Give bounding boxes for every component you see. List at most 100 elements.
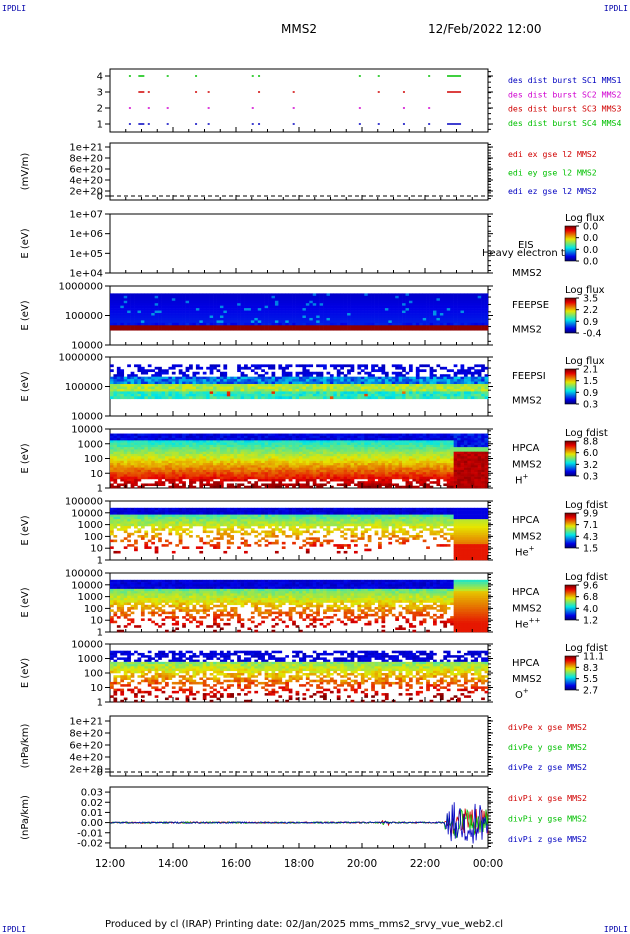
burst-interval-mark [358, 75, 361, 77]
eis-ytick-label: 1e+06 [69, 229, 103, 240]
divpe-legend-item: divPe x gse MMS2 [508, 722, 587, 732]
burst-interval-mark [447, 75, 462, 77]
burst-interval-mark [251, 75, 254, 77]
hpca_he-colorbar-label: 7.1 [583, 520, 598, 531]
divpe-ytick-label: 6e+20 [69, 741, 103, 752]
burst-interval-mark [428, 107, 431, 109]
eis-colorbar [564, 225, 577, 262]
hpca_h-ytick-label: 1 [97, 484, 103, 495]
burst-ytick-label: 2 [97, 104, 103, 115]
edi-ytick-label: 2e+20 [69, 187, 103, 198]
hpca_he-colorbar-title: Log fdist [565, 500, 608, 511]
hpca_h-colorbar-label: 3.2 [583, 460, 598, 471]
hpca_he-ytick-label: 1 [97, 556, 103, 567]
hpca_he-ytick-label: 10 [90, 544, 103, 555]
hpca_o-side-label: MMS2 [512, 674, 542, 685]
corner-label-top-left: IPDLI [2, 4, 27, 13]
burst-interval-mark [402, 107, 405, 109]
feepsi-side-label: MMS2 [512, 396, 542, 407]
hpca_he-spectrogram [110, 507, 489, 561]
hpca_o-colorbar-label: 8.3 [583, 663, 598, 674]
burst-legend-item: des dist burst SC2 MMS2 [508, 89, 621, 99]
feepse-colorbar-label: 2.2 [583, 305, 598, 316]
datetime-title: 12/Feb/2022 12:00 [428, 22, 542, 36]
feepsi-side-label: FEEPSI [512, 371, 546, 382]
divpi-legend-item: divPi z gse MMS2 [508, 834, 587, 844]
divpe-ytick-label: 8e+20 [69, 729, 103, 740]
hpca_o-ytick-label: 100 [84, 669, 103, 680]
burst-interval-mark [258, 123, 261, 125]
hpca_h-ytick-label: 1000 [78, 439, 103, 450]
hpca_he-ylabel: E (eV) [20, 515, 31, 545]
burst-interval-mark [358, 107, 361, 109]
feepse-ytick-label: 1000000 [58, 282, 103, 293]
hpca_he2-species-label: He++ [515, 617, 541, 631]
divpi-legend-item: divPi x gse MMS2 [508, 793, 587, 803]
burst-interval-mark [292, 91, 295, 93]
burst-interval-mark [377, 91, 380, 93]
burst-interval-mark [207, 123, 210, 125]
divpi-ytick-label: -0.02 [77, 838, 103, 849]
burst-legend-item: des dist burst SC1 MMS1 [508, 75, 621, 85]
eis-ytick-label: 1e+07 [69, 210, 103, 221]
x-tick-label: 14:00 [158, 858, 188, 870]
hpca_he2-ytick-label: 100000 [65, 569, 103, 580]
edi-frame [109, 142, 489, 201]
hpca_he2-side-label: HPCA [512, 587, 540, 598]
hpca_h-species-label: H+ [515, 473, 529, 487]
burst-interval-mark [147, 123, 150, 125]
hpca_he-colorbar-label: 4.3 [583, 532, 598, 543]
burst-interval-mark [292, 123, 295, 125]
burst-interval-mark [258, 75, 261, 77]
hpca_h-ytick-label: 100 [84, 454, 103, 465]
hpca_he-ytick-label: 100 [84, 532, 103, 543]
footer-credits: Produced by cl (IRAP) Printing date: 02/… [105, 919, 504, 930]
x-tick-label: 00:00 [473, 858, 503, 870]
divpi-ytick-label: 0.02 [81, 798, 103, 809]
hpca_he-side-label: MMS2 [512, 531, 542, 542]
feepse-ytick-label: 100000 [65, 311, 103, 322]
divpi-ytick-label: 0.03 [81, 788, 103, 799]
hpca_he2-ytick-label: 10 [90, 616, 103, 627]
feepsi-ytick-label: 100000 [65, 382, 103, 393]
x-tick-label: 16:00 [221, 858, 251, 870]
burst-frame [109, 68, 489, 133]
spacecraft-title: MMS2 [281, 22, 317, 36]
feepsi-colorbar-label: 2.1 [583, 365, 598, 376]
hpca_he2-ytick-label: 1 [97, 628, 103, 639]
x-tick-label: 20:00 [347, 858, 377, 870]
divpi-frame [109, 786, 489, 849]
burst-legend-item: des dist burst SC3 MMS3 [508, 104, 621, 114]
feepse-ylabel: E (eV) [20, 300, 31, 330]
feepse-colorbar [564, 297, 577, 334]
burst-interval-mark [358, 123, 361, 125]
hpca_o-ytick-label: 10000 [71, 640, 103, 651]
eis-side-label: EIS [518, 240, 534, 251]
hpca_he2-colorbar-label: 4.0 [583, 604, 598, 615]
corner-label-bottom-left: IPDLI [2, 925, 27, 934]
burst-interval-mark [138, 123, 145, 125]
divpi-ylabel: (nPa/km) [20, 795, 31, 840]
feepse-colorbar-label: 3.5 [583, 294, 598, 305]
burst-interval-mark [447, 123, 462, 125]
hpca_he2-colorbar-label: 6.8 [583, 592, 598, 603]
burst-interval-mark [166, 123, 169, 125]
burst-interval-mark [377, 123, 380, 125]
burst-interval-mark [251, 107, 254, 109]
hpca_he2-ylabel: E (eV) [20, 587, 31, 617]
hpca_he2-colorbar-label: 9.6 [583, 581, 598, 592]
divpe-ytick-label: 1e+21 [69, 717, 103, 728]
x-tick-label: 12:00 [95, 858, 125, 870]
x-tick-label: 22:00 [410, 858, 440, 870]
feepse-colorbar-title: Log flux [565, 285, 605, 296]
feepsi-ylabel: E (eV) [20, 371, 31, 401]
hpca_he2-colorbar-label: 1.2 [583, 616, 598, 627]
hpca_o-side-label: HPCA [512, 658, 540, 669]
burst-interval-mark [402, 123, 405, 125]
edi-legend-item: edi ey gse l2 MMS2 [508, 168, 597, 178]
burst-interval-mark [128, 123, 131, 125]
hpca_he2-colorbar [564, 584, 577, 621]
edi-legend-item: edi ex gse l2 MMS2 [508, 149, 597, 159]
edi-ytick-label: 0 [97, 192, 103, 203]
